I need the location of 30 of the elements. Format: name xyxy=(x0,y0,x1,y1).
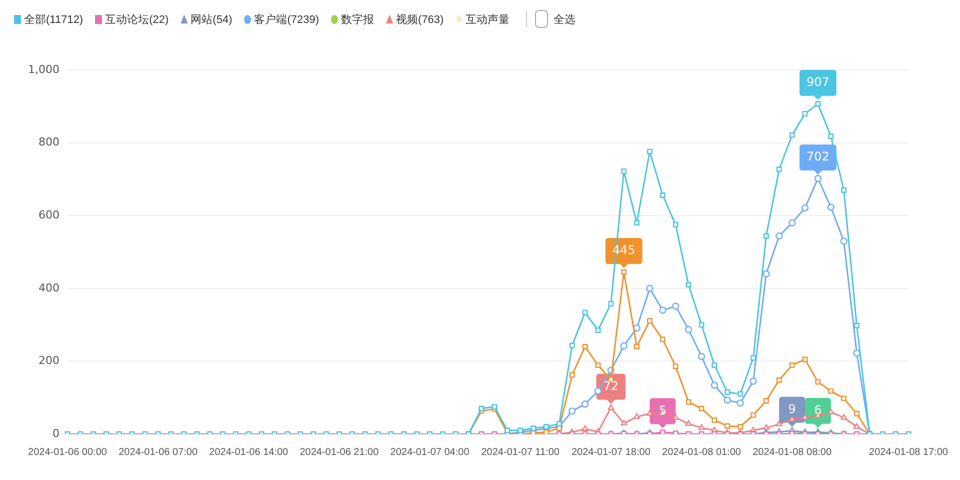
text: 全选 xyxy=(554,12,576,26)
x-tick-label: 2024-01-07 11:00 xyxy=(481,446,560,458)
x-tick-label: 2024-01-06 14:00 xyxy=(209,446,289,458)
x-tick-label: 2024-01-06 00:00 xyxy=(28,446,108,458)
data-label: 702 xyxy=(806,150,830,164)
y-tick-label: 1,000 xyxy=(28,62,60,76)
legend-label: 互动声量 xyxy=(466,12,510,26)
data-label: 907 xyxy=(806,74,830,89)
y-tick-label: 600 xyxy=(38,208,60,222)
data-label: 72 xyxy=(603,378,619,393)
y-tick-label: 0 xyxy=(52,426,60,440)
legend-label: 视频(763) xyxy=(396,12,444,26)
legend-label: 全部(11712) xyxy=(24,12,84,26)
y-tick-label: 200 xyxy=(38,354,60,368)
y-tick-label: 800 xyxy=(38,136,60,149)
data-label: 6 xyxy=(814,402,822,417)
y-tick-label: 400 xyxy=(38,281,60,294)
x-tick-label: 2024-01-08 08:00 xyxy=(752,446,832,458)
legend-label: 互动论坛(22) xyxy=(105,12,169,26)
legend-label: 客户端(7239) xyxy=(254,12,320,26)
x-tick-label: 2024-01-08 01:00 xyxy=(662,446,742,458)
x-tick-label: 2024-01-08 17:00 xyxy=(869,446,948,458)
x-tick-label: 2024-01-06 07:00 xyxy=(118,446,198,458)
legend-label: 数字报 xyxy=(341,12,374,26)
data-label: 5 xyxy=(658,403,667,418)
x-tick-label: 2024-01-06 21:00 xyxy=(300,446,380,458)
x-tick-label: 2024-01-07 04:00 xyxy=(390,446,470,458)
data-label: 9 xyxy=(788,402,796,416)
x-tick-label: 2024-01-07 18:00 xyxy=(571,446,651,458)
legend-label: 网站(54) xyxy=(190,12,232,26)
